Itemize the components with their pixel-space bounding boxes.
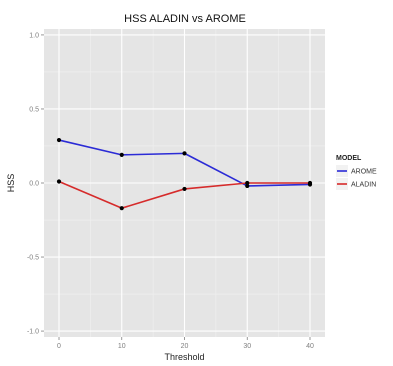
series-layer [56, 137, 313, 211]
x-tick-label: 40 [306, 343, 314, 350]
x-axis: 0 10 20 30 40 [57, 337, 314, 350]
legend-title: MODEL [336, 155, 362, 162]
legend-label-aladin: ALADIN [351, 182, 376, 189]
y-tick-label: 0.0 [29, 181, 39, 188]
point-aladin [182, 186, 187, 192]
legend: MODEL AROME ALADIN [336, 155, 377, 190]
x-tick-label: 30 [243, 343, 251, 350]
x-tick-label: 20 [181, 343, 189, 350]
point-aladin [56, 179, 62, 184]
y-tick-label: 0.5 [29, 106, 39, 113]
point-arome [182, 151, 187, 156]
point-aladin [119, 206, 124, 211]
y-tick-label: 1.0 [29, 32, 39, 39]
point-arome [245, 183, 250, 189]
x-tick-label: 10 [118, 343, 126, 350]
y-axis: -1.0 -0.5 0.0 0.5 1.0 [27, 32, 44, 336]
point-arome [56, 137, 62, 143]
y-axis-title: HSS [6, 174, 16, 193]
y-tick-label: -1.0 [27, 329, 39, 336]
x-axis-title: Threshold [164, 352, 204, 362]
chart-title: HSS ALADIN vs AROME [124, 13, 246, 25]
point-aladin [245, 180, 250, 186]
y-tick-label: -0.5 [27, 255, 39, 262]
x-tick-label: 0 [57, 343, 61, 350]
legend-label-arome: AROME [351, 169, 377, 176]
point-arome [119, 152, 124, 157]
point-aladin [307, 180, 313, 186]
